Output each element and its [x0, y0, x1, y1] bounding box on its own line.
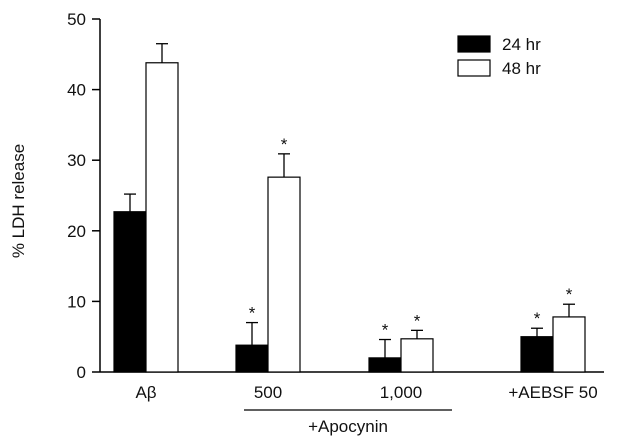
group-label-apocynin: +Apocynin: [308, 417, 388, 436]
legend-label: 24 hr: [502, 35, 541, 54]
y-tick-label: 0: [77, 363, 86, 382]
y-tick-label: 30: [67, 151, 86, 170]
bar-24-hr-0: [113, 211, 147, 373]
legend-swatch-48-hr: [457, 59, 491, 77]
y-axis-label: % LDH release: [9, 144, 28, 258]
significance-marker: *: [382, 321, 389, 340]
x-tick-label: 500: [254, 383, 282, 402]
x-tick-label: 1,000: [380, 383, 423, 402]
legend: 24 hr 48 hr: [457, 35, 541, 78]
bar-48-hr-1: [267, 176, 301, 373]
y-tick-label: 10: [67, 292, 86, 311]
significance-marker: *: [566, 285, 573, 304]
significance-marker: *: [414, 311, 421, 330]
legend-label: 48 hr: [502, 59, 541, 78]
bar-48-hr-2: [400, 338, 434, 373]
x-tick-label: +AEBSF 50: [508, 383, 597, 402]
bar-24-hr-1: [235, 344, 269, 373]
bar-48-hr-3: [552, 316, 586, 373]
bar-24-hr-3: [520, 336, 554, 373]
y-tick-label: 20: [67, 222, 86, 241]
y-tick-label: 40: [67, 81, 86, 100]
bars-group: * * * * * *: [113, 43, 586, 373]
bar-24-hr-2: [368, 357, 402, 373]
x-tick-label: Aβ: [135, 383, 156, 402]
significance-marker: *: [249, 304, 256, 323]
y-tick-label: 50: [67, 10, 86, 29]
x-axis-labels: Aβ 500 1,000 +AEBSF 50: [135, 383, 597, 402]
y-axis-ticks: 0 10 20 30 40 50: [67, 10, 100, 382]
bar-48-hr-0: [145, 62, 179, 373]
legend-swatch-24-hr: [457, 35, 491, 53]
significance-marker: *: [281, 135, 288, 154]
significance-marker: *: [534, 309, 541, 328]
